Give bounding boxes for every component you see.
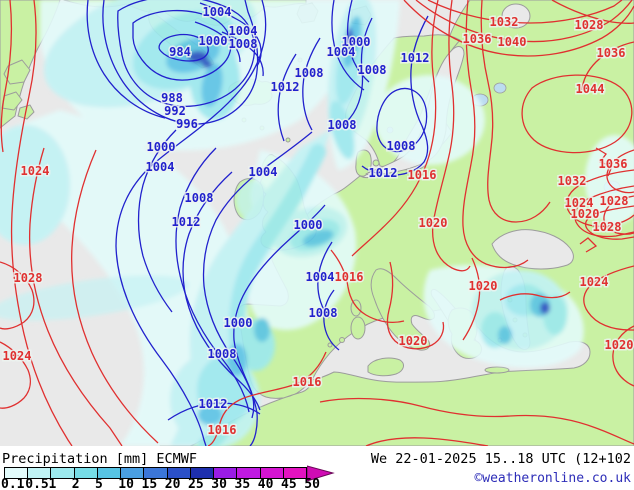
isobar-label: 1016 [208,423,237,437]
map-svg: 9841000100410041008988992996100010081012… [0,0,634,446]
isobar-label: 1020 [605,338,634,352]
colorbar-tick: 40 [257,477,274,490]
sicily [367,357,404,377]
isobar-label: 992 [164,104,186,118]
isobar-label: 1028 [600,194,629,208]
isobar-label: 988 [161,91,183,105]
isobar-label: 1040 [498,35,527,49]
isobar-label: 1004 [306,270,335,284]
weather-map: 984 1000 1004 1004 1008 988 992 996 1000 1008 1012… [0,0,634,446]
isobar-label: 1036 [597,46,626,60]
isobar-label: 1012 [401,51,430,65]
colorbar-segment [214,468,238,478]
isobar-label: 1028 [14,271,43,285]
colorbar-tick: 25 [188,477,204,490]
isobar-label: 1008 [387,139,416,153]
isobars-low [86,0,429,446]
isobar-label: 1000 [147,140,176,154]
isobar-label: 1008 [295,66,324,80]
isobar-label: 1024 [21,164,50,178]
legend-title: Precipitation [mm] ECMWF [2,451,198,467]
crete [484,366,510,374]
isobar-label: 996 [176,117,198,131]
isobar-label: 1020 [571,207,600,221]
colorbar-segment [51,468,75,478]
corsica [350,299,362,317]
isobar-label: 1008 [229,37,258,51]
isobar-labels-low: 9841000100410041008988992996100010081012… [144,4,431,413]
colorbar-tick: 15 [141,477,158,490]
isobar-label: 1000 [342,35,371,49]
colorbar-segment [97,468,122,478]
isobar-label: 1008 [358,63,387,77]
isobar-label: 1000 [199,34,228,48]
isobar-label: 1028 [575,18,604,32]
isobar-label: 1020 [399,334,428,348]
isobar-label: 1000 [224,316,253,330]
isobar-label: 1044 [576,82,605,96]
isobar-label: 1012 [172,215,201,229]
isobar-label: 1004 [249,165,278,179]
isobar-label: 1008 [185,191,214,205]
isobar-label: 1036 [599,157,628,171]
italy [370,268,435,351]
colorbar-arrow-icon [307,465,335,482]
copyright-link[interactable]: ©weatheronline.co.uk [474,471,631,486]
colorbar-tick: 45 [281,477,297,490]
isobar-label: 1004 [229,24,258,38]
isobar-label: 1000 [294,218,323,232]
isobar-labels-high: 1032 1028 1036 1040 1036 1044 1036 1032 1024 1028… [1,14,634,439]
colorbar-segment [74,468,98,478]
isobar-label: 984 [169,45,191,59]
colorbar-tick: 35 [234,477,251,490]
precipitation-layer [0,0,634,446]
isobar-label: 1004 [327,45,356,59]
colorbar-segment [237,468,261,478]
isobar-label: 1008 [208,347,237,361]
isobar-label: 1008 [309,306,338,320]
colorbar-segment [5,468,29,478]
isobar-label: 1024 [565,196,594,210]
colorbar-segment [28,468,52,478]
colorbar-segment [190,468,215,478]
isobar-label: 1012 [271,80,300,94]
colorbar-tick: 0.1 [1,477,25,490]
colorbar-segment [167,468,191,478]
isobar-label: 1016 [408,168,437,182]
isobar-label: 1020 [419,216,448,230]
isobar-label: 1024 [3,349,32,363]
isobar-label: 1020 [469,279,498,293]
colorbar-tick: 50 [304,477,320,490]
colorbar-segment [144,468,168,478]
isobar-label: 1004 [203,5,232,19]
isobar-label: 1012 [369,166,398,180]
isobar-label: 1012 [199,397,228,411]
colorbar-tick: 20 [164,477,181,490]
precipitation-colorbar [4,467,307,479]
isobar-label: 1004 [146,160,175,174]
colorbar-tick: 5 [95,477,103,490]
colorbar-tick: 1 [48,477,57,490]
isobar-label: 1016 [293,375,322,389]
valid-time-label: We 22-01-2025 15..18 UTC (12+102 [370,451,631,467]
isobars-high [0,0,634,446]
colorbar-tick: 10 [118,477,134,490]
isobar-label: 1024 [580,275,609,289]
isobar-label: 1032 [490,15,519,29]
colorbar-segment [121,468,145,478]
colorbar-tick-labels: 0.1 0.5 1 2 5 10 15 20 25 30 35 40 45 50 [0,477,340,490]
colorbar-tick: 2 [71,477,80,490]
isobar-label: 1036 [463,32,492,46]
isobar-label: 1032 [558,174,587,188]
colorbar-tick: 30 [211,477,227,490]
colorbar-tick: 0.5 [25,477,49,490]
colorbar-segment [283,468,307,478]
isobar-label: 1008 [328,118,357,132]
colorbar-segment [260,468,284,478]
isobar-label: 1028 [593,220,622,234]
sardinia [350,316,366,340]
isobar-label: 1016 [335,270,364,284]
